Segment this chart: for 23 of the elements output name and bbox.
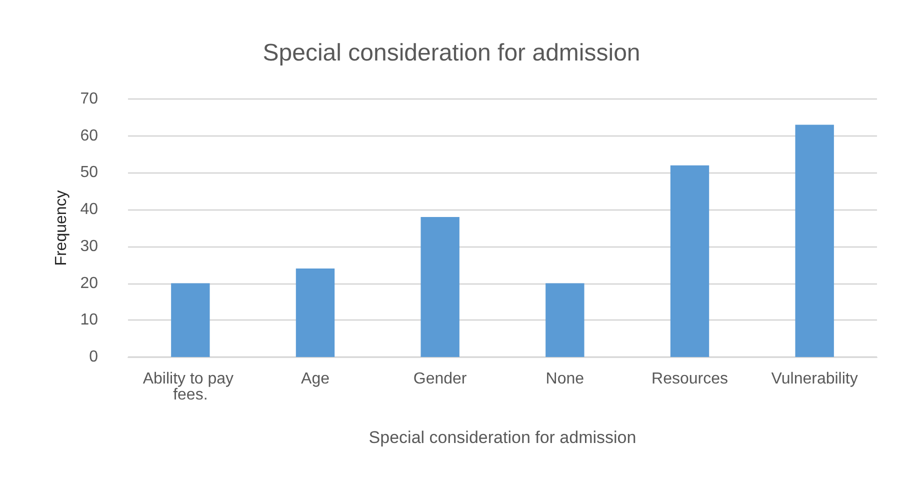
x-tick-label: Age bbox=[301, 370, 330, 388]
x-tick-label: Gender bbox=[413, 370, 468, 388]
y-tick-label: 30 bbox=[80, 238, 98, 255]
y-tick-label: 10 bbox=[80, 312, 98, 329]
y-tick-label: 70 bbox=[80, 90, 98, 108]
x-tick-label: Ability to pay fees. bbox=[142, 370, 238, 404]
y-tick-label: 50 bbox=[80, 164, 98, 182]
chart-title: Special consideration for admission bbox=[262, 40, 640, 66]
x-tick-label: Resources bbox=[652, 370, 728, 388]
bar bbox=[795, 124, 834, 357]
x-tick-label: None bbox=[546, 370, 584, 388]
y-axis-title: Frequency bbox=[52, 190, 70, 266]
bar bbox=[670, 165, 710, 357]
bar bbox=[296, 268, 335, 357]
bar bbox=[420, 216, 460, 357]
bar bbox=[171, 283, 210, 357]
y-tick-label: 60 bbox=[80, 127, 98, 144]
y-tick-label: 0 bbox=[89, 348, 98, 366]
bar bbox=[546, 283, 584, 357]
y-tick-label: 20 bbox=[80, 274, 98, 292]
x-tick-label: Vulnerability bbox=[771, 370, 858, 388]
x-axis-title: Special consideration for admission bbox=[368, 428, 636, 447]
y-tick-label: 40 bbox=[80, 201, 98, 218]
